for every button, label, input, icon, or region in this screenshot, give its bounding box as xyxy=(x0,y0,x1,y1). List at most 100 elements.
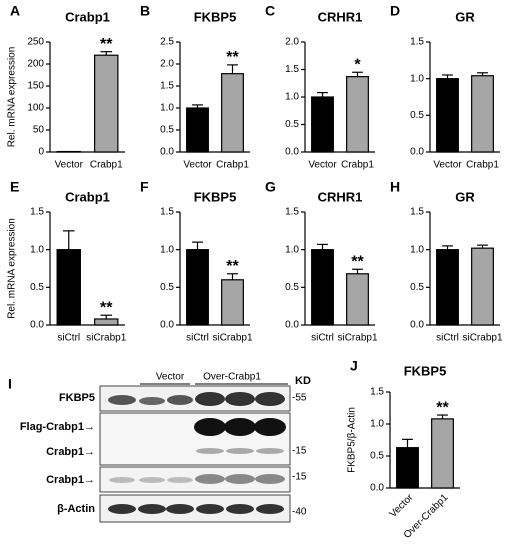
y-tick-label: 200 xyxy=(27,59,44,70)
bar xyxy=(94,54,119,153)
error-bar xyxy=(100,314,113,319)
y-tick-label: 0.0 xyxy=(410,320,424,331)
error-bar xyxy=(192,241,203,250)
x-tick-label: Crabp1 xyxy=(341,160,374,171)
y-tick-label: 1.0 xyxy=(285,244,299,255)
chart-title: GR xyxy=(455,189,475,204)
bands xyxy=(108,392,286,514)
y-tick-label: 0.0 xyxy=(370,483,384,494)
panel-letter: D xyxy=(390,3,400,19)
size-marker: -15 xyxy=(292,446,307,457)
x-tick-label: Vector xyxy=(433,160,462,171)
panel-letter: E xyxy=(10,179,19,195)
bar xyxy=(396,447,419,489)
size-marker: -40 xyxy=(292,507,307,518)
significance-label: * xyxy=(354,56,361,73)
y-tick-label: 100 xyxy=(27,103,44,114)
y-tick-label: 2.0 xyxy=(285,37,299,48)
y-tick-label: 1.5 xyxy=(30,207,44,218)
y-tick-label: 0.0 xyxy=(285,320,299,331)
size-marker: -15 xyxy=(292,472,307,483)
bar xyxy=(436,78,459,153)
bar xyxy=(221,279,244,326)
unit-label: KD xyxy=(295,375,311,387)
y-tick-label: 1.0 xyxy=(285,92,299,103)
x-tick-label: siCrabp1 xyxy=(337,333,377,344)
group-label: Over-Crabp1 xyxy=(203,372,261,383)
chart-panel: A Crabp1 Rel. mRNA expression 0 50 100 150 200 2… xyxy=(7,3,125,171)
x-tick-label: siCrabp1 xyxy=(462,333,502,344)
row-label: Flag-Crabp1→ xyxy=(20,421,95,433)
y-tick-label: 1.5 xyxy=(410,207,424,218)
row-label: Crabp1→ xyxy=(46,474,95,486)
x-tick-label: Vector xyxy=(55,160,84,171)
panel-letter: J xyxy=(350,358,358,374)
bar xyxy=(186,249,209,326)
error-bar xyxy=(402,438,413,448)
chart-title: FKBP5 xyxy=(404,363,447,378)
chart-panel: E Crabp1 Rel. mRNA expression 0.0 0.5 1.0 1.5 s… xyxy=(7,179,127,344)
chart-panel: C CRHR1 0.0 0.5 1.0 1.5 2.0 Vector * Crabp1 xyxy=(265,3,375,171)
y-tick-label: 1.0 xyxy=(370,419,384,430)
error-bar xyxy=(442,245,453,250)
bar xyxy=(471,75,494,153)
error-bar xyxy=(227,273,238,280)
chart-panel: J FKBP5FKBP5/β-Actin0.00.51.01.5Vector**O… xyxy=(347,358,460,541)
x-tick-label: siCtrl xyxy=(186,333,209,344)
x-tick-label: Crabp1 xyxy=(90,160,123,171)
x-tick-label: Crabp1 xyxy=(216,160,249,171)
error-bar xyxy=(352,268,363,274)
x-tick-label: Crabp1 xyxy=(466,160,499,171)
panel-letter: G xyxy=(265,179,276,195)
x-tick-label: siCrabp1 xyxy=(86,333,126,344)
chart-panel: G CRHR1 0.0 0.5 1.0 1.5 siCtrl ** siCrabp1 xyxy=(265,179,378,344)
x-tick-label: Vector xyxy=(308,160,337,171)
x-tick-label: siCtrl xyxy=(436,333,459,344)
bar xyxy=(346,273,369,326)
row-label: FKBP5 xyxy=(59,392,95,404)
significance-label: ** xyxy=(100,36,113,53)
y-tick-label: 0.0 xyxy=(285,147,299,158)
group-label: Vector xyxy=(156,372,185,383)
bar xyxy=(471,247,494,326)
significance-label: ** xyxy=(226,49,239,66)
y-tick-label: 150 xyxy=(27,81,44,92)
panel-letter: H xyxy=(390,179,400,195)
y-tick-label: 1.0 xyxy=(160,244,174,255)
chart-title: CRHR1 xyxy=(318,9,363,24)
bar xyxy=(186,107,209,153)
panel-letter: C xyxy=(265,3,275,19)
chart-panel: F FKBP5 0.0 0.5 1.0 1.5 siCtrl ** siCrabp1 xyxy=(140,179,253,344)
error-bar xyxy=(317,91,328,97)
x-tick-label: Vector xyxy=(183,160,212,171)
y-axis-label: Rel. mRNA expression xyxy=(7,47,18,148)
x-tick-label: siCrabp1 xyxy=(212,333,252,344)
size-marker: -55 xyxy=(292,393,307,404)
panel-letter: B xyxy=(140,3,150,19)
bar xyxy=(221,73,244,153)
x-tick-label: siCtrl xyxy=(57,333,80,344)
chart-title: GR xyxy=(455,9,475,24)
y-tick-label: 2.5 xyxy=(160,37,174,48)
y-axis-label: FKBP5/β-Actin xyxy=(347,407,358,473)
chart-panel: H GR 0.0 0.5 1.0 1.5 siCtrl siCrabp1 xyxy=(390,179,503,344)
x-tick-label: siCtrl xyxy=(311,333,334,344)
y-tick-label: 0.0 xyxy=(160,147,174,158)
panel-letter: F xyxy=(140,179,149,195)
chart-title: CRHR1 xyxy=(318,189,363,204)
y-tick-label: 0.5 xyxy=(30,282,44,293)
bar xyxy=(431,418,454,489)
western-blot: I Vector Over-Crabp1 KD FKBP5 Flag-Crabp… xyxy=(8,372,311,523)
significance-label: ** xyxy=(351,253,364,270)
error-bar xyxy=(437,414,448,419)
error-bar xyxy=(227,64,238,74)
error-bar xyxy=(442,74,453,79)
chart-title: FKBP5 xyxy=(194,189,237,204)
panel-letter: A xyxy=(10,3,20,19)
y-tick-label: 1.5 xyxy=(285,207,299,218)
chart-title: Crabp1 xyxy=(65,9,110,24)
bar xyxy=(311,96,334,153)
significance-label: ** xyxy=(436,399,449,416)
y-tick-label: 0.5 xyxy=(160,125,174,136)
